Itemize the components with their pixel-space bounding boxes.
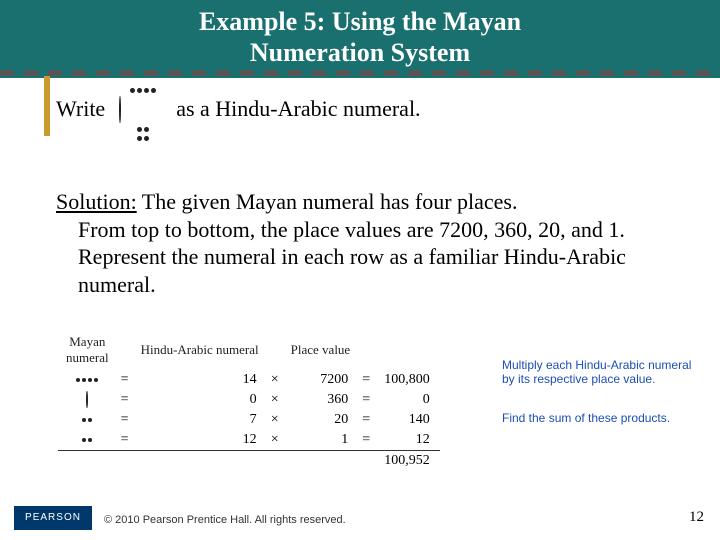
eq: = [358,370,374,390]
solution-block: Solution: The given Mayan numeral has fo… [56,188,700,298]
note-sum: Find the sum of these products. [502,411,706,425]
title-line-2: Numeration System [0,37,720,68]
table-row: = 14 × 7200 = 100,800 [58,370,440,390]
note-multiply: Multiply each Hindu-Arabic numeral by it… [502,358,706,387]
accent-bar [44,76,50,136]
cell-total: 100,952 [374,451,440,472]
th-hindu: Hindu-Arabic numeral [133,332,267,370]
mayan-glyph-0 [58,390,117,410]
mayan-glyph-7 [58,410,117,430]
pearson-logo: PEARSON [14,506,92,530]
solution-body-1: The given Mayan numeral has four places. [137,189,518,214]
table-total-row: 100,952 [58,451,440,472]
side-notes: Multiply each Hindu-Arabic numeral by it… [502,358,706,425]
mayan-numeral-inline [119,88,167,158]
copyright-text: © 2010 Pearson Prentice Hall. All rights… [104,514,346,526]
slide-title-bar: Example 5: Using the Mayan Numeration Sy… [0,0,720,78]
cell-place: 7200 [283,370,359,390]
eq: = [117,370,133,390]
prompt-write: Write [56,96,105,121]
times: × [267,370,283,390]
solution-body-2: From top to bottom, the place values are… [56,216,700,299]
title-line-1: Example 5: Using the Mayan [0,6,720,37]
table-row: = 0 × 360 = 0 [58,390,440,410]
table-row: = 7 × 20 = 140 [58,410,440,430]
mayan-glyph-12 [58,430,117,451]
divider-dashed [0,70,720,76]
th-mayan: Mayan numeral [58,332,117,370]
solution-label: Solution: [56,189,137,214]
cell-product: 100,800 [374,370,440,390]
mayan-glyph-14 [58,370,117,390]
prompt-tail: as a Hindu-Arabic numeral. [176,96,420,121]
conversion-table: Mayan numeral Hindu-Arabic numeral Place… [58,332,478,471]
prompt-row: Write as a Hindu-Arabic numeral. [56,96,700,158]
page-number: 12 [689,509,704,526]
table-row: = 12 × 1 = 12 [58,430,440,451]
th-place: Place value [283,332,359,370]
cell-hindu: 14 [133,370,267,390]
footer: PEARSON © 2010 Pearson Prentice Hall. Al… [0,502,720,530]
